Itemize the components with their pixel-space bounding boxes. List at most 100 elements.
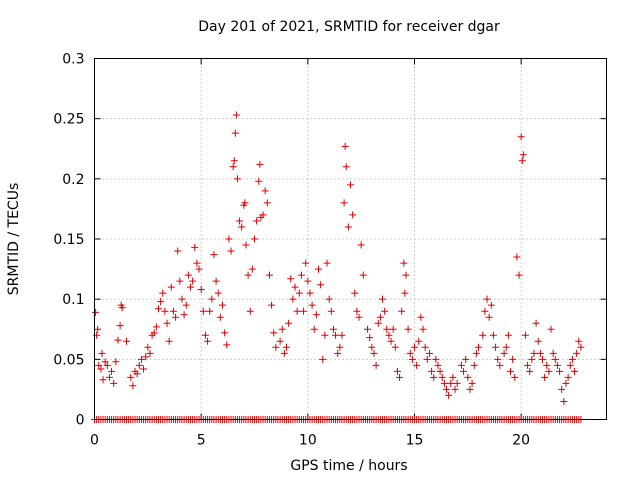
data-point [415, 337, 423, 345]
data-point [545, 367, 553, 375]
x-tick-label: 0 [90, 433, 99, 449]
data-point [366, 334, 374, 342]
data-point [180, 311, 188, 319]
data-point [227, 247, 235, 255]
data-point [312, 311, 320, 319]
data-point [259, 211, 267, 219]
data-point [515, 271, 523, 279]
data-point [306, 289, 314, 297]
data-point [556, 367, 564, 375]
data-point [485, 313, 493, 321]
data-point [241, 199, 249, 207]
data-point [189, 277, 197, 285]
data-point [97, 365, 105, 373]
data-point [453, 379, 461, 387]
data-point [571, 367, 578, 375]
data-point [204, 337, 212, 345]
data-point [349, 211, 357, 219]
y-tick-label: 0 [76, 413, 85, 429]
data-point [137, 355, 145, 363]
data-point [460, 367, 468, 375]
data-point [195, 265, 203, 273]
data-point [278, 325, 286, 333]
data-point [566, 361, 574, 369]
data-point [144, 343, 152, 351]
data-point [285, 319, 293, 327]
data-point [496, 361, 504, 369]
data-point [547, 325, 555, 333]
data-point [95, 361, 103, 369]
data-point [341, 142, 349, 150]
data-point [98, 349, 106, 357]
data-point [150, 329, 158, 337]
data-point [187, 283, 194, 291]
data-point [487, 301, 495, 309]
data-point [325, 295, 333, 303]
data-point [502, 343, 510, 351]
data-point [447, 379, 455, 387]
data-point [504, 331, 512, 339]
data-point [532, 319, 540, 327]
data-point [242, 241, 250, 249]
data-point [359, 271, 367, 279]
data-point [116, 322, 124, 330]
data-point [543, 361, 551, 369]
data-point [304, 277, 312, 285]
data-point [481, 307, 489, 315]
data-point [155, 305, 162, 313]
data-point [483, 295, 491, 303]
data-point [479, 331, 487, 339]
data-point [236, 217, 244, 225]
data-point [248, 265, 256, 273]
data-point [423, 355, 431, 363]
data-point [178, 295, 186, 303]
data-point [231, 129, 239, 137]
data-point [383, 325, 391, 333]
data-point [462, 355, 470, 363]
data-point [261, 187, 269, 195]
data-point [568, 355, 576, 363]
data-point [558, 385, 566, 393]
data-point [507, 367, 514, 375]
data-point [219, 301, 226, 309]
data-point [310, 325, 318, 333]
data-point [159, 289, 167, 297]
y-tick-label: 0.3 [62, 52, 84, 68]
data-point [94, 325, 102, 333]
data-point [355, 313, 363, 321]
data-point [434, 361, 442, 369]
data-point [421, 343, 429, 351]
data-point [549, 349, 557, 357]
data-point [334, 349, 342, 357]
data-point [92, 308, 100, 316]
data-point [263, 199, 271, 207]
data-point [255, 177, 263, 185]
data-point [534, 337, 542, 345]
data-point [385, 331, 393, 339]
data-point [560, 397, 568, 405]
data-point [129, 382, 137, 390]
data-point [201, 331, 209, 339]
data-point [449, 373, 457, 381]
data-point [526, 367, 534, 375]
data-point [169, 307, 177, 315]
data-point [400, 259, 408, 267]
data-point [191, 243, 199, 251]
x-tick-label: 10 [299, 433, 317, 449]
data-point [408, 355, 416, 363]
data-point [436, 367, 444, 375]
data-point [118, 304, 126, 312]
data-point [494, 355, 502, 363]
data-point [376, 313, 384, 321]
data-point [364, 325, 372, 333]
data-point [283, 343, 290, 351]
data-point [110, 379, 118, 387]
data-point [411, 343, 418, 351]
data-point [265, 271, 273, 279]
data-point [577, 343, 585, 351]
data-point [492, 343, 500, 351]
data-point [216, 313, 224, 321]
data-point [518, 157, 526, 165]
data-point [443, 385, 450, 393]
data-point [108, 367, 116, 375]
